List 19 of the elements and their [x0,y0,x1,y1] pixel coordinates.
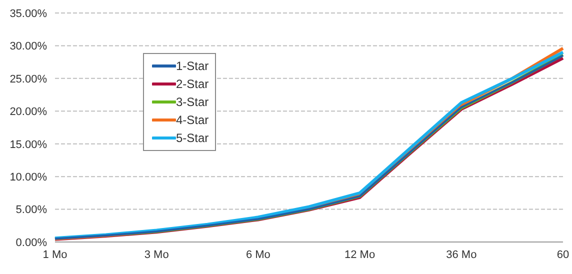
legend-label: 5-Star [176,131,209,145]
x-tick-label: 1 Mo [42,248,68,261]
y-tick-label: 30.00% [10,40,48,53]
legend-label: 4-Star [176,113,209,127]
legend-label: 3-Star [176,95,209,109]
x-tick-label: 36 Mo [446,248,477,261]
y-tick-label: 10.00% [10,171,48,184]
y-tick-label: 35.00% [10,8,48,20]
x-tick-label: 12 Mo [344,248,376,261]
x-tick-label: 3 Mo [144,248,169,261]
legend-label: 2-Star [176,77,209,91]
y-tick-label: 0.00% [16,236,48,249]
y-tick-label: 25.00% [10,73,48,86]
y-tick-label: 20.00% [10,106,48,118]
y-tick-label: 15.00% [10,138,48,151]
legend-label: 1-Star [176,59,209,73]
x-tick-label: 6 Mo [246,248,270,261]
y-tick-label: 5.00% [16,204,48,216]
x-tick-label: 60 [556,248,570,261]
